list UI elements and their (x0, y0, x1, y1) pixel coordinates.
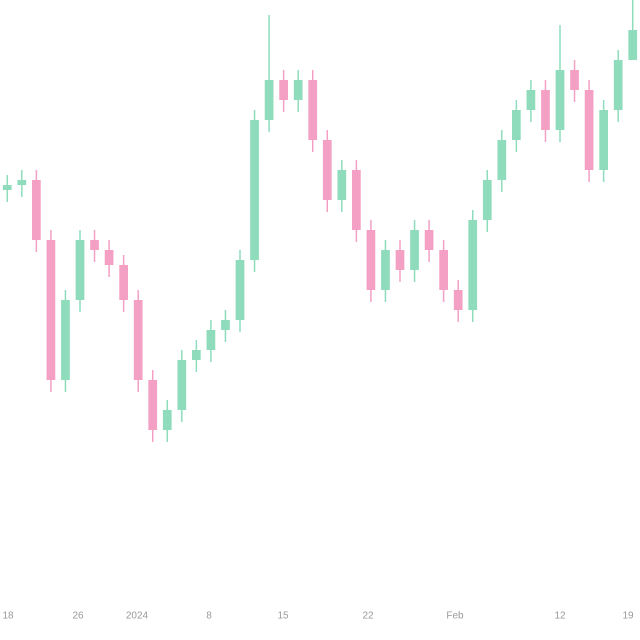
candle-body (570, 70, 579, 90)
candle-body (250, 120, 259, 260)
candle-body (381, 250, 390, 290)
candle-body (61, 300, 70, 380)
candle-body (177, 360, 187, 410)
candle-body (512, 110, 521, 140)
candle-body (46, 240, 56, 380)
x-tick-label: 2024 (126, 611, 149, 622)
candle-body (264, 80, 274, 120)
x-tick-label: Feb (446, 611, 464, 622)
x-tick-label: 19 (622, 611, 634, 622)
candle-body (584, 90, 594, 170)
candle-body (337, 170, 347, 200)
candle-body (628, 30, 638, 60)
candle-body (424, 230, 434, 250)
x-tick-label: 12 (554, 611, 566, 622)
candle-body (410, 230, 419, 270)
candle-body (395, 250, 405, 270)
x-tick-label: 8 (206, 611, 212, 622)
candle-body (453, 290, 463, 310)
candle-body (352, 170, 361, 230)
candle-body (308, 80, 318, 140)
candle-body (555, 70, 565, 130)
candle-body (221, 320, 230, 330)
candle-body (526, 90, 536, 110)
candle-body (90, 240, 99, 250)
candle-body (613, 60, 623, 110)
candle-body (293, 80, 303, 100)
candle-body (279, 80, 288, 100)
candle-body (192, 350, 201, 360)
candle-body (366, 230, 376, 290)
candle-body (235, 260, 245, 320)
candle-body (148, 380, 158, 430)
x-tick-label: 15 (277, 611, 289, 622)
candle-body (162, 410, 172, 430)
x-tick-label: 26 (72, 611, 84, 622)
candle-body (497, 140, 507, 180)
candle-body (468, 220, 478, 310)
candle-body (206, 330, 216, 350)
candle-body (541, 90, 550, 130)
candle-body (133, 300, 143, 380)
candle-body (599, 110, 608, 170)
candle-body (104, 250, 114, 265)
candle-body (119, 265, 128, 300)
candle-body (322, 140, 332, 200)
candle-body (17, 180, 27, 185)
candle-body (32, 180, 41, 240)
candle-body (75, 240, 85, 300)
candle-body (482, 180, 492, 220)
candle-body (439, 250, 448, 290)
x-tick-label: 18 (2, 611, 14, 622)
x-tick-label: 22 (362, 611, 374, 622)
candle-body (2, 185, 12, 190)
